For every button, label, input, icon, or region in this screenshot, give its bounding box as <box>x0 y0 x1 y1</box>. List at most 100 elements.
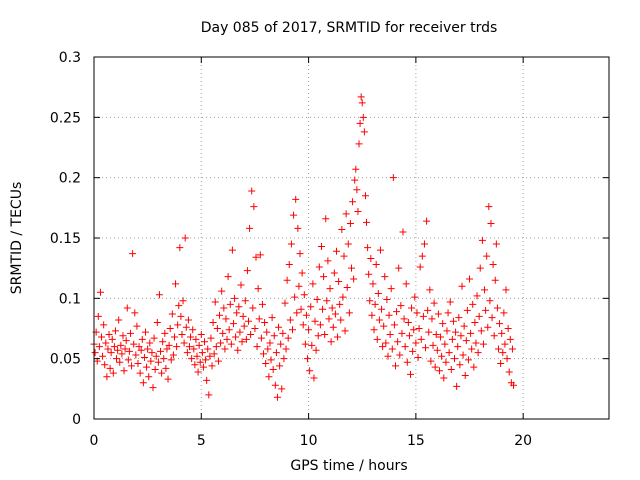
data-point <box>290 211 298 219</box>
data-point <box>247 331 255 339</box>
data-point <box>177 312 185 320</box>
data-point <box>183 349 191 357</box>
data-point <box>251 325 259 332</box>
data-point <box>343 283 351 291</box>
data-point <box>242 335 250 343</box>
data-point <box>361 192 369 200</box>
data-point <box>393 308 401 316</box>
data-point <box>207 334 215 342</box>
data-point <box>344 240 352 248</box>
data-point <box>316 321 324 329</box>
data-point <box>134 359 142 367</box>
y-tick-label: 0.15 <box>50 231 81 247</box>
data-point <box>120 367 128 375</box>
data-point <box>197 331 205 339</box>
data-point <box>142 328 149 336</box>
data-point <box>381 273 389 281</box>
data-point <box>138 335 146 343</box>
data-point <box>319 305 327 313</box>
data-point <box>249 304 257 312</box>
data-point <box>226 300 234 308</box>
data-point <box>472 339 480 347</box>
data-point <box>192 335 200 343</box>
data-point <box>328 304 336 312</box>
data-point <box>462 337 470 345</box>
data-point <box>238 338 246 346</box>
data-point <box>504 325 512 332</box>
y-axis-label: SRMTID / TECUs <box>9 182 25 295</box>
data-point <box>211 298 219 306</box>
data-point <box>336 300 344 308</box>
data-point <box>505 368 513 376</box>
x-tick-label: 0 <box>90 433 99 449</box>
x-tick-label: 10 <box>300 433 318 449</box>
data-point <box>314 332 322 340</box>
data-point <box>349 198 357 206</box>
data-point <box>370 326 378 334</box>
data-point <box>295 282 303 290</box>
data-point <box>241 297 249 305</box>
data-point <box>196 358 204 366</box>
data-point <box>309 280 317 288</box>
data-point <box>360 128 368 136</box>
data-point <box>337 316 345 324</box>
data-point <box>445 349 453 357</box>
data-point <box>498 329 506 337</box>
data-point <box>252 253 260 261</box>
data-point <box>273 393 281 401</box>
data-point <box>354 207 362 215</box>
x-tick-label: 15 <box>407 433 425 449</box>
data-point <box>482 306 490 314</box>
data-point <box>339 293 347 301</box>
data-point <box>140 353 148 361</box>
data-point <box>331 310 339 318</box>
data-point <box>163 345 171 353</box>
data-point <box>357 93 365 101</box>
data-point <box>95 343 103 351</box>
data-point <box>363 218 371 226</box>
data-point <box>128 362 136 370</box>
data-point <box>441 340 449 348</box>
data-point <box>355 140 363 148</box>
data-point <box>320 273 328 281</box>
data-point <box>209 318 217 326</box>
data-point <box>479 340 487 348</box>
data-point <box>466 275 474 283</box>
data-point <box>117 341 125 349</box>
data-point <box>184 316 192 324</box>
data-point <box>490 332 498 340</box>
data-point <box>452 328 460 336</box>
data-point <box>201 338 209 346</box>
data-point <box>407 370 415 378</box>
data-point <box>425 328 433 336</box>
points-layer <box>90 93 518 401</box>
y-tick-label: 0.05 <box>50 352 81 368</box>
data-point <box>218 287 226 295</box>
data-point <box>110 343 118 351</box>
data-point <box>202 356 210 364</box>
data-point <box>260 350 268 358</box>
data-point <box>103 373 111 381</box>
data-point <box>307 303 315 311</box>
data-point <box>385 311 393 319</box>
data-point <box>159 338 167 346</box>
data-point <box>338 226 346 234</box>
data-point <box>496 320 504 328</box>
data-point <box>311 317 319 325</box>
data-point <box>475 312 483 320</box>
data-point <box>239 312 247 320</box>
data-point <box>424 306 432 314</box>
data-point <box>121 345 129 353</box>
data-point <box>300 291 308 299</box>
data-point <box>298 269 306 277</box>
data-point <box>147 357 155 365</box>
data-point <box>348 264 355 272</box>
data-point <box>189 326 197 334</box>
data-point <box>287 240 295 248</box>
data-point <box>409 347 417 355</box>
data-point <box>366 297 374 305</box>
data-point <box>136 369 144 377</box>
data-point <box>408 304 416 312</box>
data-point <box>446 298 454 306</box>
data-point <box>133 322 141 330</box>
